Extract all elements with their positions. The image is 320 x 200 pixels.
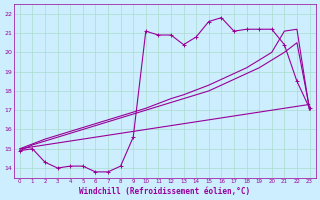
X-axis label: Windchill (Refroidissement éolien,°C): Windchill (Refroidissement éolien,°C) [79,187,250,196]
